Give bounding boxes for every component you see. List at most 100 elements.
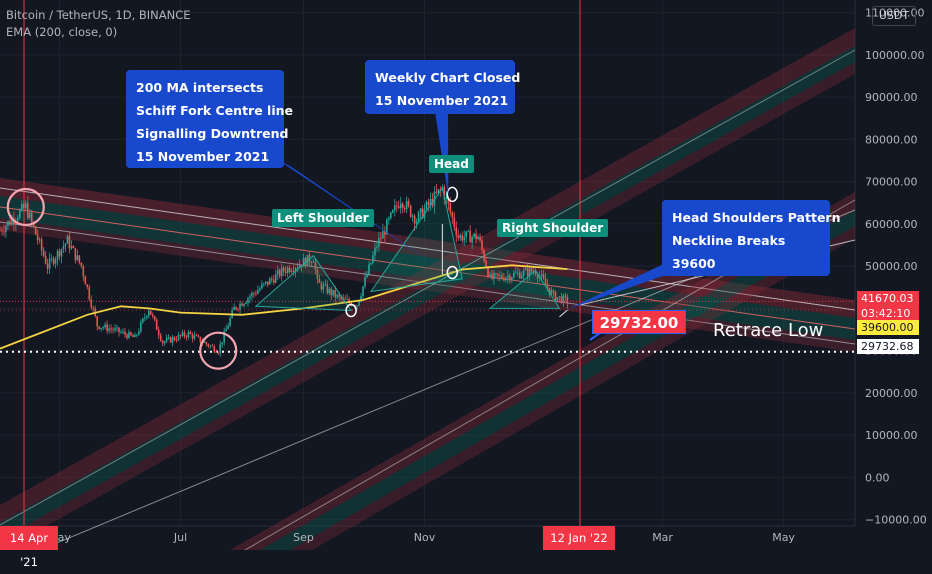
- candle-body: [58, 250, 61, 257]
- candle-body: [477, 236, 479, 240]
- head-label: Head: [429, 155, 474, 173]
- candle-body: [116, 327, 118, 329]
- candle-body: [302, 257, 305, 267]
- candle-body: [233, 306, 235, 311]
- top-circle-marker: [6, 187, 45, 227]
- candle-body: [19, 210, 21, 219]
- left-shoulder-label: Left Shoulder: [272, 209, 374, 227]
- candle-body: [346, 299, 348, 300]
- candle-body: [98, 326, 100, 330]
- candle-body: [177, 334, 180, 341]
- candle-body: [548, 287, 551, 295]
- candle-body: [282, 267, 285, 272]
- candle-body: [528, 268, 531, 277]
- candle-body: [241, 303, 243, 306]
- candle-body: [507, 275, 509, 278]
- y-tick-label: 70000.00: [865, 176, 918, 189]
- candle-body: [126, 334, 128, 339]
- retrace-price-tag: 29732.68: [857, 339, 919, 354]
- candle-body: [374, 247, 376, 256]
- candle-body: [514, 272, 517, 274]
- candle-body: [209, 345, 212, 347]
- candle-body: [64, 243, 67, 247]
- candle-body: [524, 268, 527, 271]
- candle-body: [401, 203, 404, 209]
- candle-body: [187, 332, 190, 338]
- candle-body: [175, 339, 178, 341]
- candle-body: [552, 290, 555, 292]
- weekly-callout-pointer: [435, 112, 449, 197]
- candle-body: [203, 342, 206, 343]
- candle-body: [479, 236, 481, 241]
- candle-body: [24, 203, 27, 209]
- candle-body: [544, 278, 547, 285]
- candle-body: [459, 235, 462, 238]
- candle-body: [120, 332, 122, 334]
- candle-body: [348, 299, 350, 303]
- candle-body: [550, 290, 553, 295]
- candle-body: [167, 337, 170, 339]
- x-tick-label: Mar: [652, 531, 673, 544]
- candle-body: [245, 302, 247, 304]
- candle-body: [463, 236, 465, 241]
- candle-body: [7, 221, 9, 227]
- indicator-title: EMA (200, close, 0): [6, 25, 118, 39]
- candle-body: [225, 329, 227, 332]
- candle-body: [328, 288, 331, 294]
- circle-markers: [6, 186, 459, 370]
- candle-body: [481, 240, 483, 251]
- candle-body: [288, 267, 291, 273]
- candle-body: [566, 296, 569, 304]
- candle-body: [132, 335, 134, 338]
- candle-body: [509, 275, 511, 281]
- retrace-low-label: Retrace Low: [713, 320, 824, 341]
- candle-body: [340, 296, 343, 300]
- y-tick-label: 90000.00: [865, 91, 918, 104]
- candle-body: [560, 296, 563, 303]
- candle-body: [378, 238, 380, 247]
- candle-body: [34, 226, 37, 235]
- candle-body: [467, 230, 469, 232]
- schiff-pitchfork: [0, 28, 856, 550]
- candle-body: [28, 212, 31, 218]
- candle-body: [124, 331, 126, 335]
- candle-body: [391, 210, 394, 213]
- candle-body: [471, 236, 473, 243]
- candle-body: [540, 274, 543, 277]
- candle-body: [536, 274, 539, 279]
- candle-body: [310, 262, 313, 264]
- candle-body: [487, 267, 489, 277]
- start-date-tag: 14 Apr '21: [0, 526, 58, 569]
- ma-callout: 200 MA intersects Schiff Fork Centre lin…: [126, 70, 293, 168]
- currency-button[interactable]: USDT: [872, 6, 916, 26]
- candle-body: [274, 274, 277, 283]
- candle-body: [554, 291, 557, 301]
- candle-body: [465, 231, 467, 237]
- candle-body: [183, 332, 186, 337]
- candle-body: [386, 219, 388, 235]
- candle-body: [68, 236, 71, 249]
- candle-body: [483, 250, 485, 261]
- candle-body: [159, 335, 162, 341]
- candle-body: [360, 296, 362, 302]
- candle-body: [366, 274, 368, 278]
- candle-body: [380, 238, 382, 239]
- candle-body: [294, 267, 297, 272]
- candle-body: [211, 345, 214, 347]
- bottom-circle-marker: [199, 331, 238, 370]
- y-tick-label: 0.00: [865, 471, 890, 484]
- candle-body: [520, 275, 523, 279]
- y-tick-label: 20000.00: [865, 387, 918, 400]
- head-shape: [369, 186, 463, 293]
- candle-body: [199, 336, 202, 343]
- candle-body: [185, 336, 188, 338]
- candle-body: [336, 294, 339, 298]
- candle-body: [195, 335, 198, 337]
- symbol-title: Bitcoin / TetherUS, 1D, BINANCE: [6, 8, 191, 22]
- candle-body: [1, 230, 3, 232]
- candle-body: [86, 284, 89, 288]
- candle-body: [197, 335, 200, 337]
- candle-body: [223, 331, 225, 343]
- axis-background: [855, 0, 932, 550]
- candle-body: [280, 267, 283, 277]
